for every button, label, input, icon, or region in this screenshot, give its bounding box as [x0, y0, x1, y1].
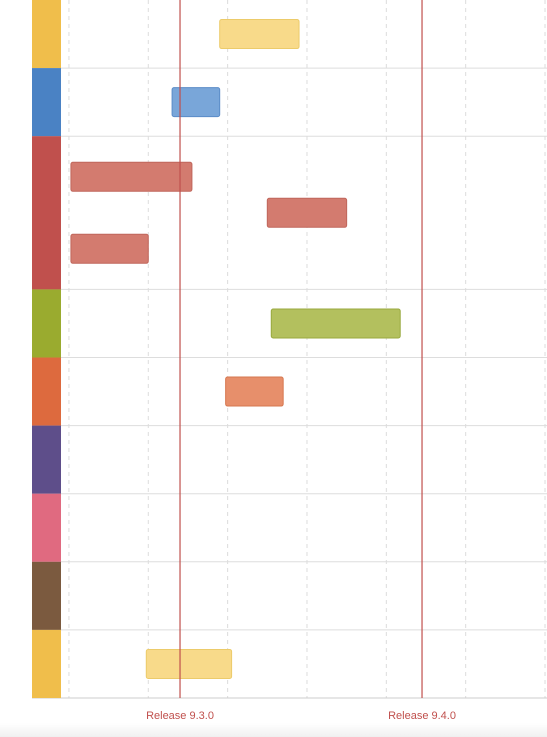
lane-color-bar: [32, 68, 61, 137]
lane-color-bar: [32, 493, 61, 562]
lane-color-bar: [32, 629, 61, 698]
lane-color-bar: [32, 289, 61, 358]
task-bar[interactable]: [266, 197, 348, 228]
grid-layer: [32, 0, 547, 699]
task-bar[interactable]: [270, 308, 401, 339]
task-bar[interactable]: [70, 161, 193, 192]
task-bar[interactable]: [70, 233, 149, 264]
milestone-label: Release 9.4.0: [388, 710, 456, 722]
lane-layer: [32, 0, 61, 698]
task-bar[interactable]: [145, 648, 233, 679]
task-layer: [70, 19, 401, 679]
lane-color-bar: [32, 561, 61, 630]
milestone-label: Release 9.3.0: [146, 710, 214, 722]
bottom-shade: [0, 723, 547, 737]
lane-color-bar: [32, 357, 61, 426]
lane-color-bar: [32, 0, 61, 69]
milestone-layer: Release 9.3.0 Release 9.4.0: [146, 0, 456, 722]
task-bar[interactable]: [219, 19, 300, 50]
task-bar[interactable]: [171, 87, 221, 118]
lane-color-bar: [32, 136, 61, 290]
lane-color-bar: [32, 425, 61, 494]
task-bar[interactable]: [225, 376, 284, 407]
